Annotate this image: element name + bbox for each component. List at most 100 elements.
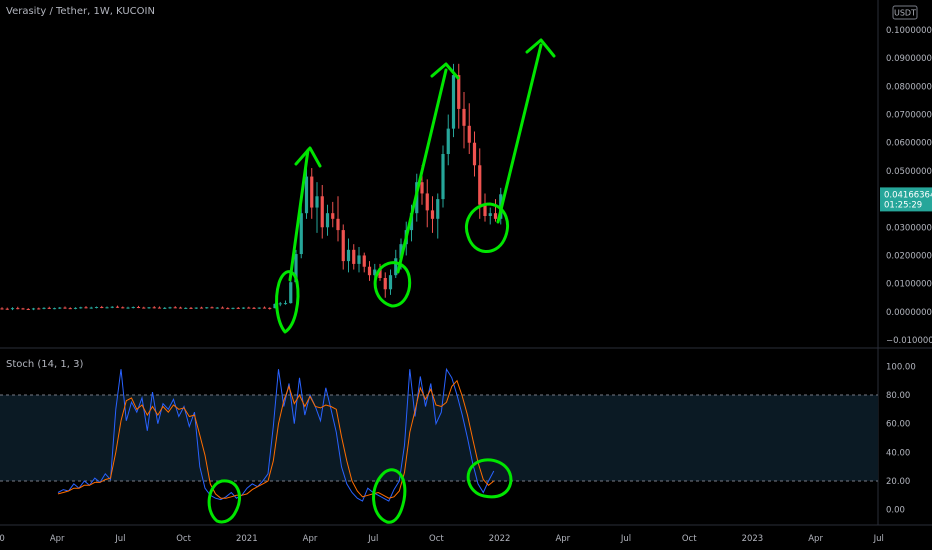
candle-body bbox=[58, 307, 62, 309]
candle-body bbox=[483, 204, 487, 216]
annotation-circle-6 bbox=[466, 458, 513, 499]
candle-body bbox=[420, 182, 424, 194]
candle-body bbox=[341, 230, 345, 262]
time-axis[interactable]: 2020 Apr Jul Oct 2021 Apr Jul Oct 2022 Apr Jul Oct 2… bbox=[0, 534, 884, 544]
annotation-circle-3 bbox=[465, 202, 509, 253]
candle-body bbox=[16, 308, 20, 310]
candle-body bbox=[0, 308, 4, 310]
annotation-arrow-1-shaft bbox=[288, 148, 310, 282]
candle-body bbox=[478, 165, 482, 205]
candle-body bbox=[121, 307, 125, 309]
candle-body bbox=[278, 303, 282, 305]
candle-body bbox=[257, 307, 261, 309]
annotation-arrow-2-shaft bbox=[396, 68, 448, 274]
candle-body bbox=[294, 254, 298, 283]
indicator-axis: 100.00 80.00 60.00 40.00 20.00 0.00 bbox=[886, 362, 916, 515]
candle-body bbox=[262, 307, 267, 309]
candle-body bbox=[157, 307, 162, 309]
candle-body bbox=[189, 307, 193, 309]
candle-body bbox=[168, 307, 172, 309]
candle-body bbox=[131, 307, 135, 309]
currency-badge-label: USDT bbox=[894, 9, 916, 18]
candle-body bbox=[325, 213, 330, 228]
candle-body bbox=[94, 307, 99, 309]
candle-body bbox=[373, 269, 377, 276]
time-tick-label: 2023 bbox=[742, 534, 764, 544]
candle-body bbox=[283, 303, 288, 305]
candle-body bbox=[488, 213, 492, 216]
candle-body bbox=[467, 125, 471, 143]
candle-body bbox=[42, 307, 46, 309]
candle-body bbox=[215, 307, 219, 309]
candle-body bbox=[220, 307, 225, 309]
candle-body bbox=[10, 308, 15, 310]
candle-body bbox=[451, 75, 456, 129]
indicator-tick-label: 40.00 bbox=[886, 448, 910, 458]
candle-body bbox=[236, 307, 240, 309]
candle-body bbox=[315, 196, 319, 208]
time-tick-label: 2022 bbox=[489, 534, 511, 544]
candle-body bbox=[163, 307, 167, 309]
candle-body bbox=[441, 154, 445, 200]
symbol-title: Verasity / Tether, 1W, KUCOIN bbox=[6, 6, 155, 17]
annotation-circle-4 bbox=[207, 479, 241, 524]
candle-body bbox=[63, 307, 67, 309]
candle-body bbox=[178, 307, 183, 309]
time-tick-label: Jul bbox=[367, 534, 378, 544]
currency-badge[interactable]: USDT bbox=[892, 5, 918, 20]
candle-body bbox=[320, 196, 324, 228]
candle-body bbox=[152, 307, 156, 309]
candle-body bbox=[26, 309, 30, 310]
candle-body bbox=[425, 193, 429, 211]
candle-body bbox=[73, 307, 78, 309]
candle-body bbox=[31, 308, 36, 310]
candle-body bbox=[142, 307, 146, 309]
indicator-label[interactable]: Stoch (14, 1, 3) bbox=[6, 359, 83, 370]
candle-body bbox=[273, 303, 277, 309]
candle-body bbox=[462, 108, 466, 126]
candle-body bbox=[52, 308, 57, 310]
indicator-tick-label: 20.00 bbox=[886, 477, 910, 487]
candle-body bbox=[89, 307, 93, 309]
time-tick-label: Oct bbox=[176, 534, 191, 544]
candle-body bbox=[457, 75, 461, 109]
annotation-circle-2 bbox=[373, 261, 412, 308]
annotation-circle-5 bbox=[372, 468, 407, 524]
candle-body bbox=[357, 255, 361, 264]
annotation-arrow-3-shaft bbox=[496, 43, 543, 224]
candle-body bbox=[436, 199, 440, 219]
candle-body bbox=[105, 307, 109, 309]
candle-body bbox=[173, 307, 177, 309]
candle-body bbox=[268, 307, 272, 309]
candle-body bbox=[367, 266, 372, 276]
candle-body bbox=[147, 307, 151, 309]
time-tick-label: Apr bbox=[808, 534, 823, 544]
candle-body bbox=[68, 308, 72, 310]
candle-body bbox=[231, 307, 235, 309]
annotation-arrow-3-head bbox=[525, 38, 556, 58]
candle-body bbox=[115, 306, 120, 308]
candle-body bbox=[336, 218, 340, 231]
time-tick-label: Jul bbox=[114, 534, 125, 544]
candle-body bbox=[493, 213, 498, 219]
candle-body bbox=[79, 307, 83, 309]
candle-body bbox=[399, 244, 403, 259]
time-tick-label: 2020 bbox=[0, 534, 5, 544]
candle-body bbox=[126, 307, 130, 309]
annotation-arrow-1-head bbox=[294, 146, 322, 168]
candle-body bbox=[383, 278, 387, 290]
indicator-tick-label: 80.00 bbox=[886, 391, 910, 401]
candle-body bbox=[199, 307, 204, 309]
candle-body bbox=[84, 307, 88, 309]
candle-body bbox=[21, 308, 25, 310]
stoch-d-line bbox=[57, 379, 495, 499]
candle-body bbox=[446, 128, 450, 154]
candle-body bbox=[346, 249, 351, 262]
